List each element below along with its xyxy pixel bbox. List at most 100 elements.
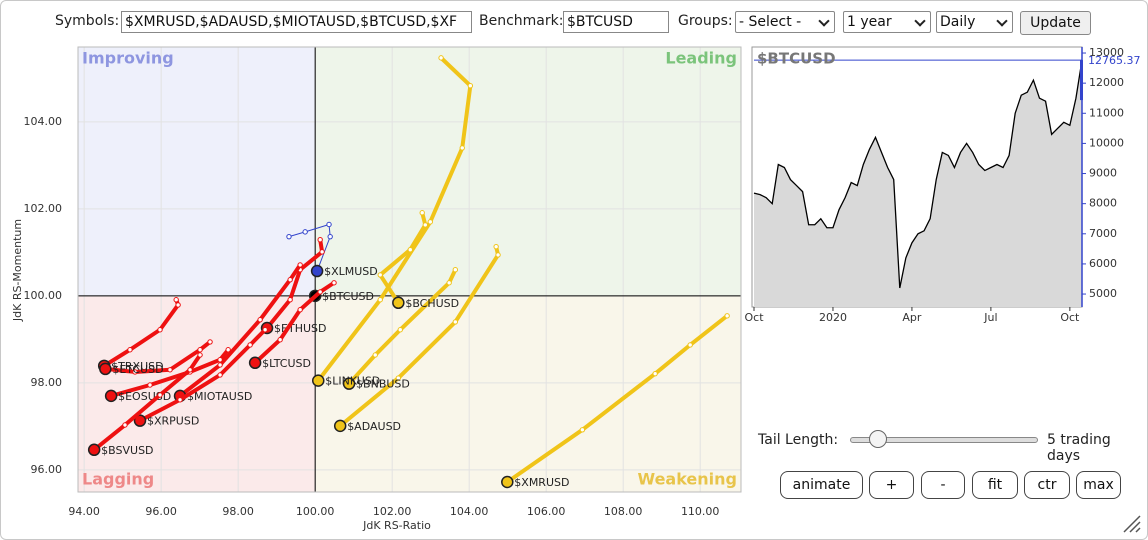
groups-label: Groups:: [678, 13, 733, 29]
y-tick-label: 96.00: [31, 463, 63, 476]
y-tick-label: 12000: [1089, 76, 1124, 89]
series-label: $BSVUSD: [101, 444, 153, 457]
head-point: [99, 362, 112, 376]
x-tick-label: 98.00: [222, 505, 254, 518]
head-point: [312, 374, 325, 387]
tail-point: [257, 317, 263, 323]
tail-point: [175, 302, 181, 308]
head-point: [248, 356, 262, 370]
tail-point: [217, 372, 223, 378]
tail-point: [493, 243, 499, 250]
series-label: $BCHUSD: [405, 297, 459, 310]
tail-point: [438, 55, 444, 61]
period-select[interactable]: 1 year: [843, 11, 931, 33]
tail-point: [217, 357, 223, 363]
symbols-label: Symbols:: [55, 13, 120, 29]
x-tick-label: Apr: [902, 311, 922, 324]
tail-point: [127, 347, 133, 353]
head-point: [342, 377, 356, 390]
tail-point: [225, 347, 231, 353]
tail-point: [287, 297, 293, 303]
head-point: [392, 296, 405, 310]
tail-slider-thumb[interactable]: [869, 430, 887, 448]
tail-point: [459, 145, 465, 151]
tail-line: [316, 55, 473, 383]
tail-point: [395, 375, 402, 381]
series-label: $ADAUSD: [347, 420, 401, 433]
y-tick-label: 8000: [1089, 197, 1117, 210]
price-line: [753, 59, 1083, 289]
symbols-input[interactable]: $XMRUSD,$ADAUSD,$MIOTAUSD,$BTCUSD,$XF: [121, 11, 472, 33]
control-button[interactable]: animate: [780, 471, 863, 499]
tail-point: [173, 297, 179, 303]
tail-point: [407, 247, 413, 253]
tail-point: [277, 337, 283, 343]
tail-point: [157, 327, 163, 333]
x-tick-label: Oct: [744, 311, 764, 324]
control-button[interactable]: max: [1076, 471, 1121, 499]
y-tick-label: 13000: [1089, 46, 1124, 59]
head-point: [104, 389, 118, 403]
tail-point: [446, 280, 452, 286]
tail-point: [372, 352, 378, 358]
series-label: $ETCUSD: [112, 363, 163, 376]
x-axis-title: JdK RS-Ratio: [362, 519, 431, 532]
tail-point: [317, 237, 323, 243]
tail-point: [452, 267, 459, 273]
series-label: $MIOTAUSD: [187, 390, 252, 403]
interval-select[interactable]: Daily: [936, 11, 1013, 33]
quadrant: [78, 47, 316, 296]
tail-point: [419, 210, 425, 216]
x-tick-label: Oct: [1060, 311, 1080, 324]
quadrant-label: Improving: [82, 49, 174, 68]
tail-point: [167, 367, 173, 373]
tail-length-label: Tail Length:: [758, 432, 839, 448]
y-tick-label: 104.00: [24, 115, 63, 128]
update-button[interactable]: Update: [1020, 11, 1091, 35]
tail-point: [331, 280, 337, 286]
tail-point: [197, 352, 203, 358]
head-point: [87, 443, 101, 457]
series-label: $XLMUSD: [324, 265, 378, 278]
tail-point: [197, 347, 203, 353]
tail-point: [157, 392, 163, 398]
series-label: $LINKUSD: [325, 375, 380, 388]
y-tick-label: 5000: [1089, 287, 1117, 300]
tail-point: [579, 427, 586, 433]
plot-border: [77, 46, 742, 493]
y-tick-label: 9000: [1089, 167, 1117, 180]
groups-select[interactable]: - Select -: [735, 11, 835, 33]
quadrant-label: Leading: [665, 49, 737, 68]
x-tick-label: 100.00: [296, 505, 335, 518]
tail-point: [495, 252, 501, 258]
price-title: $BTCUSD: [757, 50, 836, 68]
y-tick-label: 10000: [1089, 136, 1124, 149]
control-button[interactable]: +: [869, 471, 914, 499]
last-value-label: 12765.37: [1088, 54, 1141, 67]
tail-point: [122, 422, 128, 428]
y-axis-title: JdK RS-Momentum: [11, 219, 24, 322]
tail-point: [207, 339, 213, 345]
control-button[interactable]: -: [921, 471, 965, 499]
quadrant-label: Weakening: [637, 470, 737, 489]
y-tick-label: 100.00: [24, 289, 63, 302]
x-tick-label: 96.00: [145, 505, 177, 518]
head-point: [501, 475, 514, 489]
tail-slider-track: [850, 437, 1038, 443]
series-label: $XMRUSD: [514, 476, 569, 489]
series-label: $ETHUSD: [274, 322, 326, 335]
tail-point: [177, 397, 183, 403]
tail-point: [297, 307, 303, 313]
tail-length-value: 5 trading days: [1047, 432, 1111, 464]
series-label: $XRPUSD: [147, 415, 199, 428]
benchmark-input[interactable]: $BTCUSD: [563, 11, 669, 33]
control-button[interactable]: fit: [972, 471, 1018, 499]
tail-point: [132, 369, 138, 375]
quadrant: [315, 295, 741, 492]
control-button[interactable]: ctr: [1024, 471, 1070, 499]
tail-point: [187, 367, 193, 373]
price-area: [754, 60, 1082, 307]
tail-point: [652, 370, 658, 377]
